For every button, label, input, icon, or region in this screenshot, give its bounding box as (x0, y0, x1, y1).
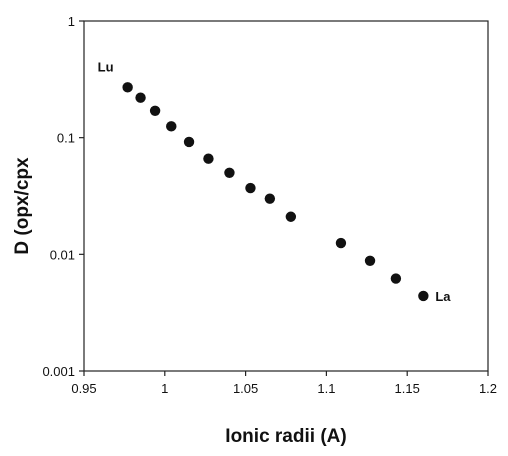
data-point (418, 290, 429, 302)
data-point (135, 92, 146, 103)
x-tick-label: 1.05 (233, 381, 258, 396)
x-axis-title: Ionic radii (A) (225, 426, 346, 447)
data-point (285, 211, 297, 222)
x-tick-label: 1.2 (479, 381, 497, 396)
point-annotation: La (435, 289, 451, 304)
data-point (203, 153, 214, 164)
x-tick-label: 1 (161, 381, 168, 396)
data-point (245, 182, 256, 194)
axes-layer: 0.95 1 1.05 1.1 1.15 1.2 0.001 0.01 0.1 1 (42, 14, 497, 396)
y-axis-title: D (opx/cpx (12, 157, 33, 255)
x-tick-label: 1.15 (395, 381, 420, 396)
x-tick-label: 0.95 (71, 381, 96, 396)
data-point (166, 121, 177, 132)
data-point (224, 167, 235, 178)
labels-layer: Ionic radii (A) D (opx/cpx Lu La (12, 59, 451, 447)
data-point (390, 273, 402, 284)
y-tick-label: 0.1 (57, 131, 75, 146)
data-point (122, 82, 133, 93)
data-point (183, 136, 195, 148)
data-point (149, 105, 161, 116)
data-point (364, 255, 376, 267)
plot-frame (83, 20, 489, 372)
y-tick-label: 0.01 (50, 247, 75, 262)
y-tick-label: 0.001 (42, 364, 75, 379)
points-layer (122, 82, 429, 302)
y-tick-label: 1 (68, 14, 75, 29)
data-point (335, 237, 347, 249)
x-tick-label: 1.1 (317, 381, 335, 396)
data-point (264, 193, 276, 204)
point-annotation: Lu (98, 59, 114, 74)
